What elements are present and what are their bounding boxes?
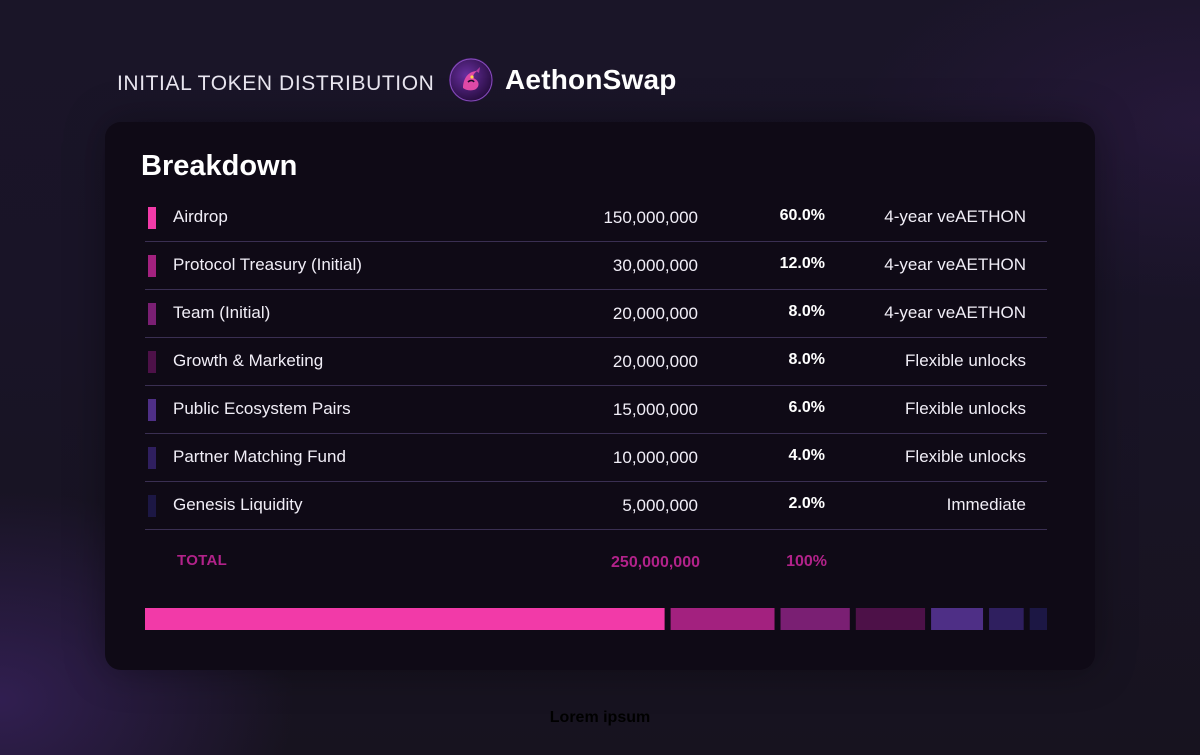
row-vesting: Flexible unlocks <box>905 399 1026 418</box>
page-title: INITIAL TOKEN DISTRIBUTION <box>117 72 435 95</box>
bar-segment-7 <box>1029 608 1047 630</box>
row-name: Protocol Treasury (Initial) <box>173 255 362 274</box>
row-vesting: Immediate <box>946 495 1026 514</box>
distribution-stacked-bar <box>145 608 1047 630</box>
row-name: Genesis Liquidity <box>173 495 303 514</box>
row-swatch <box>148 207 156 229</box>
bar-segment-1 <box>145 608 665 630</box>
row-amount: 5,000,000 <box>622 496 698 515</box>
brand-name: AethonSwap <box>505 64 677 95</box>
table-row: Genesis Liquidity 5,000,000 2.0% Immedia… <box>145 481 1047 530</box>
row-swatch <box>148 447 156 469</box>
row-name: Growth & Marketing <box>173 351 324 370</box>
table-row: Protocol Treasury (Initial) 30,000,000 1… <box>145 241 1047 290</box>
table-row: Growth & Marketing 20,000,000 8.0% Flexi… <box>145 337 1047 386</box>
row-vesting: 4-year veAETHON <box>884 207 1026 226</box>
row-share: 2.0% <box>788 495 825 512</box>
row-vesting: Flexible unlocks <box>905 351 1026 370</box>
row-share: 8.0% <box>788 351 825 368</box>
row-name: Public Ecosystem Pairs <box>173 399 351 418</box>
row-swatch <box>148 495 156 517</box>
row-amount: 10,000,000 <box>612 448 698 467</box>
row-vesting: 4-year veAETHON <box>884 255 1026 274</box>
bar-segment-5 <box>931 608 984 630</box>
row-swatch <box>148 399 156 421</box>
row-amount: 15,000,000 <box>612 400 698 419</box>
bar-segment-6 <box>989 608 1024 630</box>
row-amount: 20,000,000 <box>612 352 698 371</box>
table-row: Airdrop 150,000,000 60.0% 4-year veAETHO… <box>145 193 1047 242</box>
breakdown-card: Breakdown Airdrop 150,000,000 60.0% 4-ye… <box>105 122 1095 670</box>
row-vesting: Flexible unlocks <box>905 447 1026 466</box>
card-title: Breakdown <box>141 150 298 182</box>
table-row: Partner Matching Fund 10,000,000 4.0% Fl… <box>145 433 1047 482</box>
bar-segment-3 <box>780 608 850 630</box>
row-amount: 150,000,000 <box>603 208 698 227</box>
total-share: 100% <box>786 553 827 570</box>
row-share: 4.0% <box>788 447 825 464</box>
table-row: Public Ecosystem Pairs 15,000,000 6.0% F… <box>145 385 1047 434</box>
row-amount: 30,000,000 <box>612 256 698 275</box>
row-amount: 20,000,000 <box>612 304 698 323</box>
row-name: Airdrop <box>173 207 228 226</box>
row-share: 60.0% <box>779 207 825 224</box>
row-name: Partner Matching Fund <box>173 447 346 466</box>
row-swatch <box>148 351 156 373</box>
row-vesting: 4-year veAETHON <box>884 303 1026 322</box>
footer-caption: Lorem ipsum <box>549 709 651 726</box>
bar-segment-4 <box>855 608 926 630</box>
row-swatch <box>148 255 156 277</box>
row-share: 12.0% <box>779 255 825 272</box>
total-amount: 250,000,000 <box>611 554 700 571</box>
row-swatch <box>148 303 156 325</box>
total-label: TOTAL <box>177 552 228 569</box>
bar-segment-2 <box>670 608 775 630</box>
table-row: Team (Initial) 20,000,000 8.0% 4-year ve… <box>145 289 1047 338</box>
dragon-logo-icon <box>449 58 493 102</box>
row-share: 8.0% <box>788 303 825 320</box>
stacked-bar-svg <box>145 608 1047 630</box>
brand: AethonSwap <box>449 58 677 102</box>
row-share: 6.0% <box>788 399 825 416</box>
row-name: Team (Initial) <box>173 303 271 322</box>
